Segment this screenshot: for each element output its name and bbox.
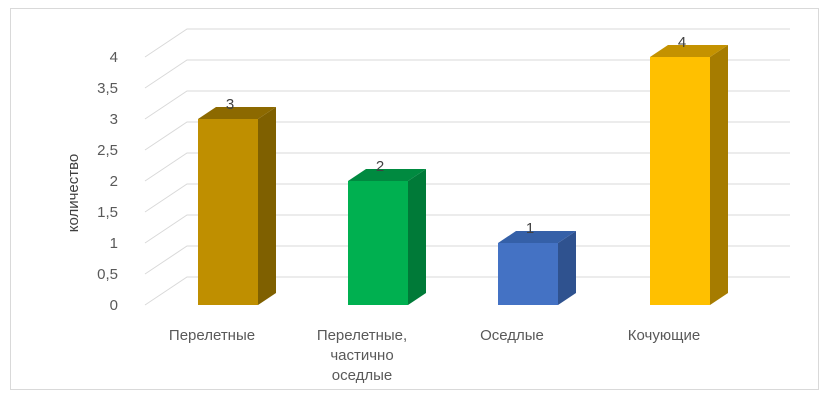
data-label: 1	[526, 220, 534, 237]
gridline	[144, 121, 790, 151]
gridline	[144, 28, 790, 58]
bar-front	[650, 57, 710, 305]
y-tick-label: 1,5	[97, 204, 118, 221]
gridlines	[144, 28, 790, 306]
data-label: 3	[226, 96, 234, 113]
bar-front	[498, 243, 558, 305]
gridline	[144, 183, 790, 213]
bar-side	[408, 169, 426, 305]
bar-top	[650, 45, 728, 57]
bar-top	[498, 231, 576, 243]
data-label: 4	[678, 34, 686, 51]
data-labels: 3 2 1 4	[226, 34, 686, 237]
category-label: Оседлые	[480, 327, 544, 344]
gridline	[144, 276, 790, 306]
bar-side	[710, 45, 728, 305]
y-tick-label: 2,5	[97, 142, 118, 159]
y-tick-label: 0	[110, 297, 118, 314]
bar	[650, 45, 728, 305]
bar-side	[558, 231, 576, 305]
y-tick-label: 1	[110, 235, 118, 252]
bar	[348, 169, 426, 305]
y-axis-ticks: 0 0,5 1 1,5 2 2,5 3 3,5 4	[97, 49, 118, 314]
y-tick-label: 4	[110, 49, 118, 66]
category-label: Перелетные, частично оседлые	[317, 327, 407, 384]
gridline	[144, 245, 790, 275]
y-tick-label: 3,5	[97, 80, 118, 97]
bar-front	[198, 119, 258, 305]
bar-side	[258, 107, 276, 305]
y-axis-title: количество	[65, 154, 82, 233]
y-tick-label: 3	[110, 111, 118, 128]
bar	[498, 231, 576, 305]
gridline	[144, 152, 790, 182]
bar	[198, 107, 276, 305]
gridline	[144, 214, 790, 244]
gridline	[144, 90, 790, 120]
category-label: Кочующие	[628, 327, 700, 344]
x-axis-categories: Перелетные Перелетные, частично оседлые Осед…	[169, 327, 700, 384]
category-label: Перелетные	[169, 327, 255, 344]
bars	[198, 45, 728, 305]
y-tick-label: 2	[110, 173, 118, 190]
bar-top	[348, 169, 426, 181]
y-tick-label: 0,5	[97, 266, 118, 283]
gridline	[144, 59, 790, 89]
bar-top	[198, 107, 276, 119]
data-label: 2	[376, 158, 384, 175]
bar-front	[348, 181, 408, 305]
